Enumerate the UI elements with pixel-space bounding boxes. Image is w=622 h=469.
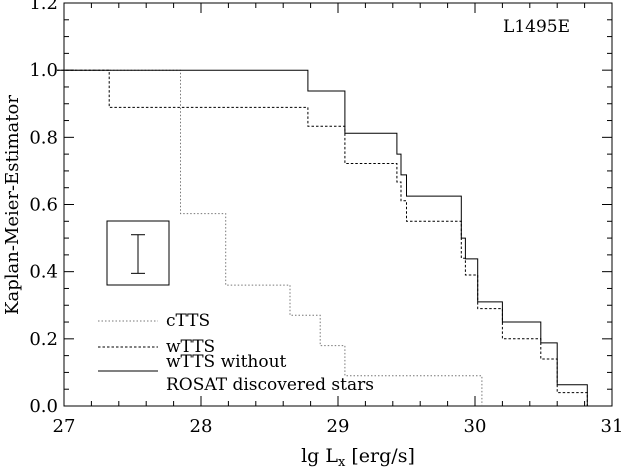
series-line-0 [57,69,483,406]
error-bar-inset [106,220,170,286]
x-tick-label: 31 [601,416,622,437]
axis-ticks: 27 28 29 30 31 0.0 0.2 0.4 0.6 0.8 1.0 1.2 [29,0,622,437]
y-tick-label: 1.2 [29,0,58,14]
y-tick-label: 1.0 [29,60,58,81]
series-line-1 [57,69,588,406]
y-axis-label: Kaplan-Meier-Estimator [2,95,23,315]
x-tick-label: 28 [190,416,213,437]
x-axis-label: lg Lx [erg/s] [301,445,415,469]
x-axis-label-subscript: x [338,455,346,469]
series-line-2 [57,69,588,406]
legend: cTTS wTTS wTTS without ROSAT discovered … [98,311,374,395]
legend-label-ctts: cTTS [166,311,210,331]
legend-label-wtts: wTTS [166,337,215,357]
x-tick-label: 30 [464,416,487,437]
chart-title: L1495E [503,17,570,37]
y-tick-label: 0.0 [29,396,58,417]
y-tick-label: 0.8 [29,127,58,148]
error-bar-box [106,220,170,286]
series-layer [57,69,588,406]
y-tick-label: 0.6 [29,195,58,216]
x-tick-label: 27 [53,416,76,437]
legend-label-wtts-without-line2: ROSAT discovered stars [166,375,374,395]
y-tick-label: 0.2 [29,329,58,350]
plot-frame [63,2,613,407]
legend-label-wtts-without: wTTS without [166,352,287,372]
x-tick-label: 29 [327,416,350,437]
y-tick-label: 0.4 [29,262,58,283]
